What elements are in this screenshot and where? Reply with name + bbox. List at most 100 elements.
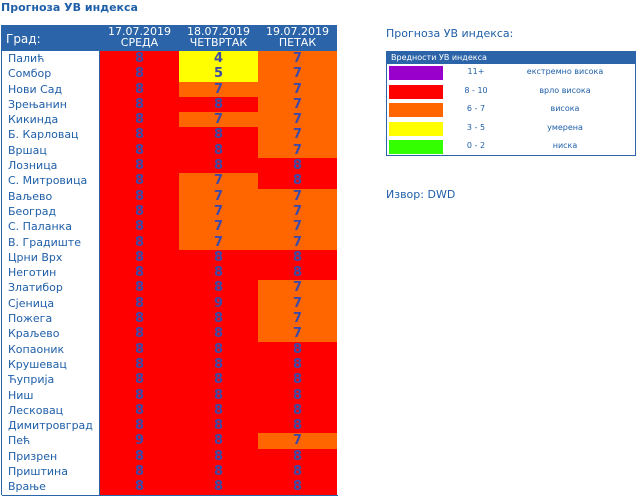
city-name: Београд [1,203,100,220]
table-row: Призрен 8 8 8 [1,448,337,465]
page-title: Прогноза УВ индекса [1,1,138,14]
uv-value-cell: 8 [179,402,258,419]
legend-title: Прогноза УВ индекса: [386,27,514,40]
city-name: Нови Сад [1,81,100,97]
city-name: С. Паланка [1,219,100,235]
legend-swatch [389,140,443,154]
uv-value-cell: 8 [179,326,258,342]
uv-value-cell: 7 [258,112,337,128]
city-name: Црни Врх [1,249,100,266]
uv-value-cell: 8 [100,127,179,143]
uv-value-cell: 8 [258,479,337,495]
uv-value-cell: 7 [179,203,258,220]
uv-value-cell: 7 [179,81,258,97]
uv-value-cell: 8 [100,158,179,174]
city-name: Ниш [1,387,100,403]
day-header-1: 17.07.2019 СРЕДА [100,26,179,48]
city-name: Палић [1,51,100,67]
uv-value-cell: 8 [179,249,258,266]
table-row: Београд 8 7 7 [1,203,337,220]
day-header-3: 19.07.2019 ПЕТАК [258,26,337,48]
table-header: Град: 17.07.2019 СРЕДА 18.07.2019 ЧЕТВРТ… [1,25,337,51]
city-name: Приштина [1,464,100,480]
table-row: Лесковац 8 8 8 [1,402,337,419]
uv-value-cell: 8 [179,433,258,449]
table-row: Црни Врх 8 8 8 [1,249,337,266]
table-row: Ћуприја 8 8 8 [1,372,337,388]
uv-value-cell: 8 [179,142,258,159]
city-name: Ћуприја [1,372,100,388]
uv-value-cell: 8 [100,280,179,296]
city-name: Крушевац [1,356,100,373]
city-name: Краљево [1,326,100,342]
legend-description: ниска [552,141,578,150]
city-name: Лозница [1,158,100,174]
uv-value-cell: 7 [258,142,337,159]
uv-value-cell: 7 [258,326,337,342]
table-row: Ваљево 8 7 7 [1,188,337,204]
uv-value-cell: 7 [258,81,337,97]
uv-value-cell: 8 [100,51,179,67]
uv-value-cell: 8 [179,372,258,388]
city-name: С. Митровица [1,173,100,189]
city-name: Димитровград [1,418,100,434]
uv-value-cell: 7 [179,188,258,204]
legend-swatch [389,84,443,99]
uv-value-cell: 8 [258,265,337,281]
city-name: Врање [1,479,100,495]
uv-value-cell: 8 [258,464,337,480]
table-row: С. Паланка 8 7 7 [1,219,337,235]
uv-value-cell: 8 [179,356,258,373]
uv-value-cell: 7 [258,280,337,296]
table-row: Сомбор 8 5 7 [1,66,337,82]
uv-value-cell: 8 [100,479,179,495]
uv-value-cell: 8 [179,311,258,327]
uv-value-cell: 8 [179,265,258,281]
uv-value-cell: 8 [100,402,179,419]
uv-value-cell: 7 [179,173,258,189]
uv-value-cell: 7 [258,127,337,143]
legend-item: 3 - 5 умерена [387,120,635,139]
uv-value-cell: 7 [258,188,337,204]
legend-range: 6 - 7 [466,104,486,113]
table-row: Крушевац 8 8 8 [1,356,337,373]
legend-item: 0 - 2 ниска [387,138,635,157]
uv-value-cell: 8 [258,448,337,465]
uv-value-cell: 8 [100,249,179,266]
city-name: Неготин [1,265,100,281]
uv-value-cell: 8 [258,372,337,388]
legend-swatch [389,66,443,80]
legend-swatch [389,103,443,117]
uv-value-cell: 8 [100,418,179,434]
legend-range: 3 - 5 [466,122,486,132]
source-label: Извор: DWD [386,188,456,201]
day-weekday: СРЕДА [120,36,159,49]
table-row: В. Градиште 8 7 7 [1,234,337,250]
city-name: Призрен [1,448,100,465]
uv-value-cell: 8 [258,249,337,266]
uv-value-cell: 8 [100,265,179,281]
uv-value-cell: 8 [100,341,179,357]
uv-value-cell: 8 [100,188,179,204]
table-row: Златибор 8 8 7 [1,280,337,296]
uv-value-cell: 7 [258,96,337,113]
city-name: Пожега [1,311,100,327]
uv-value-cell: 8 [258,387,337,403]
table-row: С. Митровица 8 7 8 [1,173,337,189]
day-date: 17.07.2019 [108,25,171,38]
table-row: Димитровград 8 8 8 [1,418,337,434]
uv-value-cell: 7 [179,234,258,250]
legend-range: 8 - 10 [464,85,488,95]
uv-value-cell: 8 [179,96,258,113]
uv-value-cell: 4 [179,51,258,67]
uv-value-cell: 7 [258,203,337,220]
uv-value-cell: 8 [179,280,258,296]
table-bottom-border [2,494,338,496]
day-header-2: 18.07.2019 ЧЕТВРТАК [179,26,258,48]
uv-value-cell: 8 [100,372,179,388]
legend-item: 11+ екстремно висока [387,64,635,83]
table-row: Врање 8 8 8 [1,479,337,495]
table-row: Краљево 8 8 7 [1,326,337,342]
day-date: 18.07.2019 [187,25,250,38]
uv-value-cell: 8 [100,356,179,373]
